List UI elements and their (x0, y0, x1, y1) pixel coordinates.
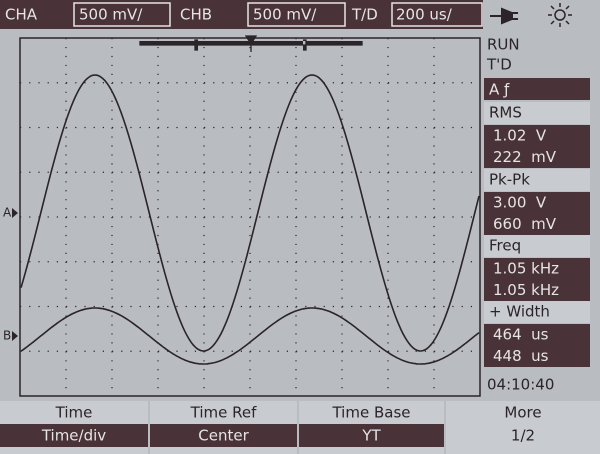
timebase-label: T/D (351, 6, 378, 24)
trigger-status: T'D (486, 56, 512, 74)
softkeys: Time Time/div Time Ref Center Time Base YT Mor… (0, 401, 600, 454)
measurement-value-box (484, 192, 590, 214)
measurement-value: 222 mV (493, 148, 557, 166)
measurement-value-box (484, 258, 590, 280)
waveform-b (20, 307, 480, 365)
measurement-value: 1.05 kHz (493, 281, 559, 299)
measurement-value: 660 mV (493, 215, 557, 233)
softkey-value-box (150, 424, 297, 447)
measurement-value: 464 us (493, 326, 549, 344)
trigger-source: A ƒ (489, 81, 510, 99)
softkey-value: Time/div (41, 427, 106, 445)
softkey-value-box (299, 424, 444, 447)
measurement-value-box (484, 125, 590, 147)
measurement-label-box (484, 235, 590, 257)
marker-a-arrow (12, 208, 18, 218)
trigger-window (139, 35, 363, 52)
measurement-label: RMS (489, 104, 522, 122)
measurement-value-box (484, 146, 590, 168)
backlight-icon (548, 3, 572, 27)
measurement-label: Freq (489, 237, 521, 255)
waveform-a (20, 74, 480, 352)
softkey[interactable] (446, 401, 600, 454)
chb-scale-box (247, 2, 346, 27)
measurement-value: 1.02 V (493, 127, 547, 145)
measurement-value: 1.05 kHz (493, 260, 559, 278)
marker-b-arrow (12, 331, 18, 341)
cha-label: CHA (5, 6, 38, 24)
softkey-label: Time Ref (190, 404, 257, 422)
run-status: RUN (487, 36, 520, 54)
measurement-label-box (484, 102, 590, 124)
measurement-value: 448 us (493, 347, 549, 365)
measurements: RMS 1.02 V 222 mV Pk-Pk 3.00 V 660 mV Freq 1.05… (484, 102, 590, 367)
softkey-label: Time (55, 404, 93, 422)
softkey-label: More (504, 404, 541, 422)
clock: 04:10:40 (487, 376, 554, 394)
power-icon (490, 7, 518, 25)
measurement-label: Pk-Pk (489, 171, 530, 189)
softkey-label: Time Base (331, 404, 410, 422)
timebase-scale: 200 us/ (396, 6, 453, 24)
measurement-value-box (484, 324, 590, 346)
cha-scale-box (73, 2, 171, 27)
softkey-value: 1/2 (511, 427, 535, 445)
graticule (20, 38, 480, 396)
measurement-value-box (484, 213, 590, 235)
cha-scale: 500 mV/ (79, 6, 143, 24)
chb-scale: 500 mV/ (253, 6, 317, 24)
measurement-value: 3.00 V (493, 194, 547, 212)
marker-a: A (3, 206, 12, 220)
measurement-label-box (484, 301, 590, 323)
timebase-scale-box (391, 2, 483, 27)
marker-b: B (3, 329, 11, 343)
measurement-label-box (484, 169, 590, 191)
trigger-source-box (484, 78, 590, 100)
softkey-value: Center (198, 427, 249, 445)
softkey-value: YT (361, 427, 381, 445)
measurement-value-box (484, 345, 590, 367)
chb-label: CHB (180, 6, 212, 24)
softkey-value-box (0, 424, 148, 447)
measurement-label: + Width (489, 303, 550, 321)
measurement-value-box (484, 279, 590, 301)
icon-area (483, 0, 600, 29)
